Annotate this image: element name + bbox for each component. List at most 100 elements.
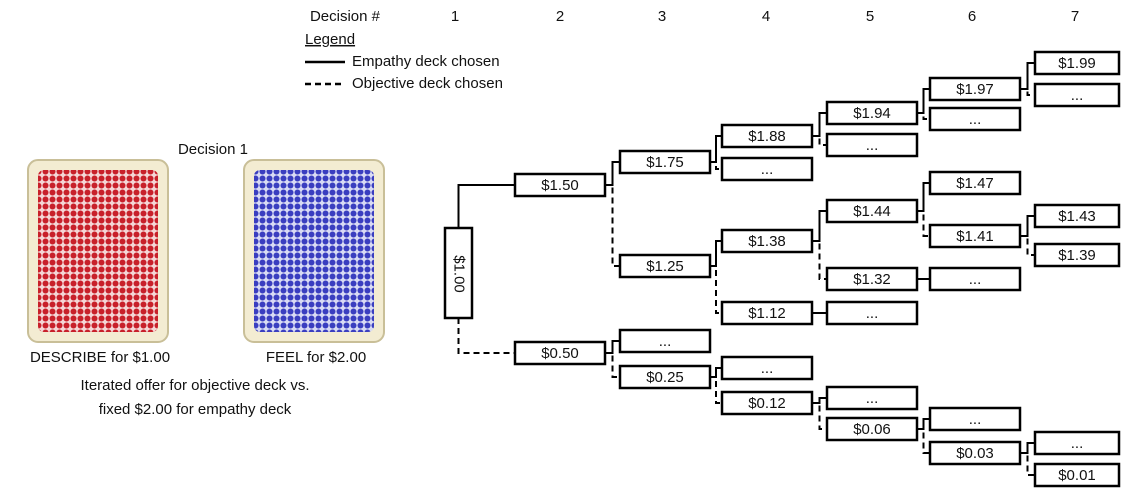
objective-edge bbox=[812, 402, 827, 430]
empathy-edge bbox=[1020, 62, 1035, 90]
legend-title: Legend bbox=[305, 31, 355, 48]
objective-edge bbox=[710, 376, 722, 404]
node-box bbox=[928, 440, 1022, 466]
node-box bbox=[1033, 203, 1121, 229]
node-label: $1.44 bbox=[853, 203, 891, 220]
node-label: ... bbox=[659, 333, 672, 350]
node-label: ... bbox=[866, 137, 879, 154]
node-label: ... bbox=[1071, 87, 1084, 104]
blue-card bbox=[254, 170, 374, 332]
node-box bbox=[928, 170, 1022, 196]
node-box bbox=[720, 355, 814, 381]
objective-edge bbox=[1020, 452, 1035, 476]
objective-edge bbox=[457, 318, 515, 354]
column-number: 6 bbox=[968, 8, 976, 25]
node-label: $1.32 bbox=[853, 271, 891, 288]
objective-edge bbox=[710, 265, 722, 314]
node-label: $1.47 bbox=[956, 175, 994, 192]
node-label: $1.99 bbox=[1058, 55, 1096, 72]
column-number: 3 bbox=[658, 8, 666, 25]
objective-edge bbox=[917, 112, 930, 120]
node-box bbox=[825, 198, 919, 224]
column-number: 7 bbox=[1071, 8, 1079, 25]
empathy-edge bbox=[710, 240, 722, 267]
node-label: $1.00 bbox=[451, 255, 468, 293]
node-box bbox=[720, 300, 814, 326]
node-box bbox=[825, 132, 919, 158]
legend-item: Empathy deck chosen bbox=[352, 53, 500, 70]
node-box bbox=[1033, 462, 1121, 488]
header-label: Decision # bbox=[310, 8, 381, 25]
node-box bbox=[928, 223, 1022, 249]
node-box bbox=[1033, 50, 1121, 76]
node-label: ... bbox=[761, 360, 774, 377]
node-box bbox=[618, 364, 712, 390]
node-label: ... bbox=[1071, 435, 1084, 452]
node-label: ... bbox=[969, 111, 982, 128]
decision-title: Decision 1 bbox=[178, 141, 248, 158]
objective-edge bbox=[605, 352, 620, 378]
column-number: 1 bbox=[451, 8, 459, 25]
objective-edge bbox=[1020, 235, 1035, 256]
node-label: ... bbox=[969, 271, 982, 288]
node-box bbox=[825, 266, 919, 292]
node-box bbox=[513, 340, 607, 366]
empathy-edge bbox=[605, 340, 620, 354]
node-label: ... bbox=[761, 161, 774, 178]
node-label: $1.39 bbox=[1058, 247, 1096, 264]
node-label: $1.97 bbox=[956, 81, 994, 98]
node-label: $1.88 bbox=[748, 128, 786, 145]
node-label: $0.06 bbox=[853, 421, 891, 438]
node-label: $1.75 bbox=[646, 154, 684, 171]
node-label: ... bbox=[866, 305, 879, 322]
empathy-edge bbox=[457, 184, 515, 228]
node-box bbox=[928, 76, 1022, 102]
empathy-edge bbox=[812, 112, 827, 137]
empathy-edge bbox=[917, 88, 930, 114]
caption: fixed $2.00 for empathy deck bbox=[99, 401, 292, 418]
node-label: $0.01 bbox=[1058, 467, 1096, 484]
card-label: FEEL for $2.00 bbox=[266, 349, 366, 366]
node-label: ... bbox=[969, 411, 982, 428]
objective-edge bbox=[1020, 88, 1035, 96]
empathy-edge bbox=[917, 182, 930, 212]
empathy-edge bbox=[1020, 215, 1035, 237]
column-number: 5 bbox=[866, 8, 874, 25]
objective-edge bbox=[710, 161, 722, 170]
empathy-edge bbox=[710, 135, 722, 163]
node-label: $1.38 bbox=[748, 233, 786, 250]
node-label: $1.12 bbox=[748, 305, 786, 322]
node-box bbox=[720, 228, 814, 254]
node-label: $0.12 bbox=[748, 395, 786, 412]
node-box bbox=[618, 328, 712, 354]
empathy-edge bbox=[1020, 442, 1035, 454]
node-label: $1.50 bbox=[541, 177, 579, 194]
node-box bbox=[1033, 430, 1121, 456]
objective-edge bbox=[917, 210, 930, 237]
node-box bbox=[618, 149, 712, 175]
node-label: $1.41 bbox=[956, 228, 994, 245]
node-label: $0.50 bbox=[541, 345, 579, 362]
node-label: $1.43 bbox=[1058, 208, 1096, 225]
objective-edge bbox=[812, 135, 827, 146]
red-card bbox=[38, 170, 158, 332]
legend-item: Objective deck chosen bbox=[352, 75, 503, 92]
node-label: ... bbox=[866, 390, 879, 407]
node-label: $1.94 bbox=[853, 105, 891, 122]
node-label: $0.25 bbox=[646, 369, 684, 386]
node-box bbox=[825, 100, 919, 126]
node-box bbox=[825, 385, 919, 411]
node-box bbox=[1033, 242, 1121, 268]
node-box bbox=[1033, 82, 1121, 108]
node-box bbox=[720, 390, 814, 416]
empathy-edge bbox=[710, 367, 722, 378]
column-number: 4 bbox=[762, 8, 770, 25]
node-box bbox=[928, 266, 1022, 292]
node-label: $1.25 bbox=[646, 258, 684, 275]
objective-edge bbox=[812, 240, 827, 280]
card-label: DESCRIBE for $1.00 bbox=[30, 349, 170, 366]
empathy-edge bbox=[605, 161, 620, 186]
node-box bbox=[825, 416, 919, 442]
empathy-edge bbox=[812, 210, 827, 242]
